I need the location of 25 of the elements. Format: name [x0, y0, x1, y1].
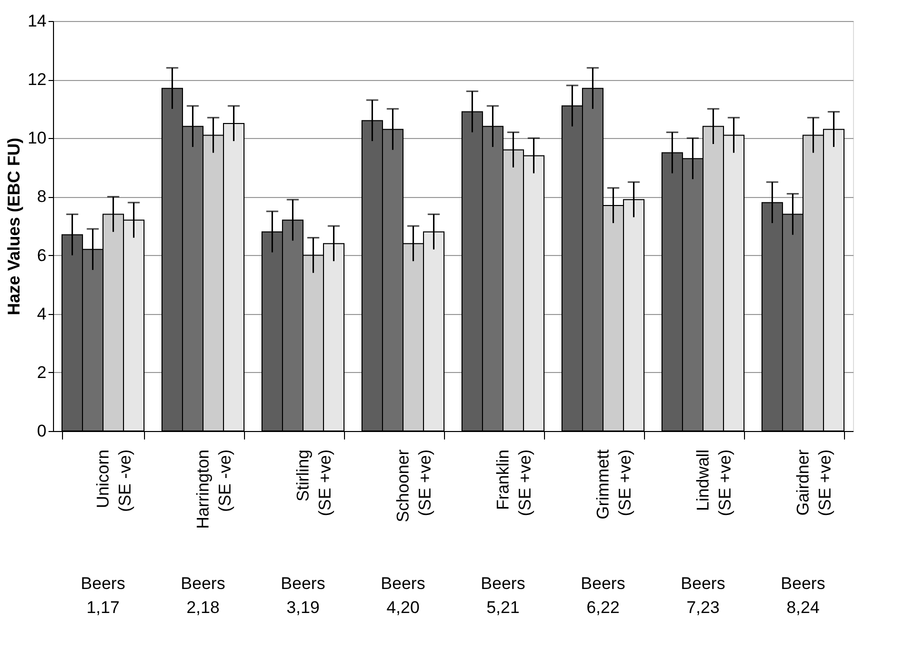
y-tick-label: 8 — [37, 187, 46, 206]
y-tick-label: 10 — [28, 128, 46, 148]
x-tick-label: Franklin (SE +ve) — [494, 450, 534, 516]
text: Beers 2,18 — [180, 574, 226, 617]
y-tick-label: 0 — [37, 422, 46, 440]
x-tick-label: Lindwall (SE +ve) — [694, 450, 734, 516]
x-tick-label: Stirling (SE +ve) — [294, 450, 334, 516]
x-tick-label: Unicorn (SE -ve) — [94, 450, 134, 512]
x-tick-label: Harrington (SE -ve) — [194, 450, 234, 529]
x-tick-label: Schooner (SE +ve) — [394, 449, 434, 522]
y-tick-label: 6 — [37, 246, 46, 265]
text: Beers 4,20 — [380, 574, 426, 617]
y-tick-label: 4 — [37, 304, 46, 324]
y-axis-title: Haze Values (EBC FU) — [4, 138, 24, 316]
x-tick-label: Gairdner (SE +ve) — [794, 449, 834, 516]
text: Beers 3,19 — [280, 574, 326, 617]
y-tick-label: 2 — [37, 362, 46, 382]
text: Beers 7,23 — [680, 574, 726, 617]
x-tick-label: Grimmett (SE +ve) — [594, 449, 634, 520]
y-tick-label: 12 — [28, 70, 46, 90]
text: Beers 5,21 — [480, 574, 526, 617]
text: Beers 6,22 — [580, 574, 626, 617]
text: Beers 1,17 — [80, 574, 126, 617]
y-tick-label: 14 — [28, 12, 46, 30]
text: Beers 8,24 — [780, 574, 826, 617]
